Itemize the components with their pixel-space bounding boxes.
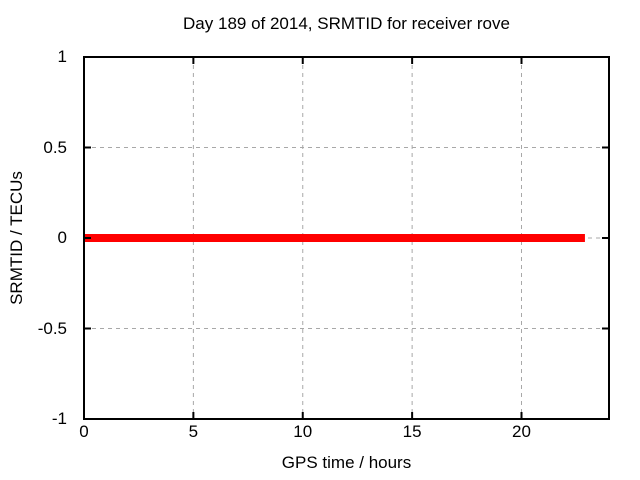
x-axis-label: GPS time / hours	[281, 453, 412, 472]
y-tick-label: 0	[57, 228, 67, 247]
x-tick-label: 20	[512, 422, 531, 441]
x-tick-label: 0	[79, 422, 89, 441]
x-tick-label: 5	[188, 422, 199, 441]
y-tick-label: -0.5	[37, 318, 67, 338]
chart-title: Day 189 of 2014, SRMTID for receiver rov…	[183, 14, 510, 33]
y-tick-label: 1	[57, 47, 67, 66]
y-tick-label: -1	[51, 409, 67, 428]
x-tick-label: 10	[293, 422, 313, 441]
y-tick-label: 0.5	[43, 137, 67, 157]
x-tick-label: 15	[402, 422, 422, 441]
